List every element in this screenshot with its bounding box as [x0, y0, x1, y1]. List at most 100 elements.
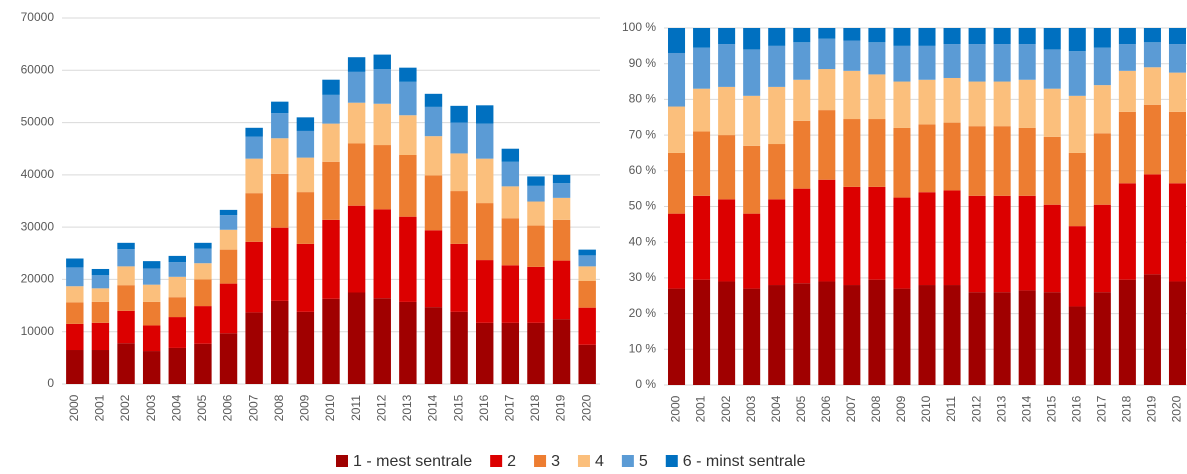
x-tick-label: 2020 — [579, 394, 593, 421]
bar-segment — [1118, 111, 1136, 184]
legend-label: 1 - mest sentrale — [353, 453, 472, 470]
bar-segment — [743, 288, 761, 385]
bar-segment — [793, 42, 811, 80]
x-tick-label: 2019 — [554, 394, 568, 421]
bar-segment — [818, 281, 836, 385]
bar-segment — [194, 306, 212, 344]
bar-segment — [868, 74, 886, 120]
bar-segment — [578, 307, 596, 345]
bar-segment — [718, 135, 736, 200]
x-tick-label: 2018 — [528, 394, 542, 421]
bar-segment — [373, 145, 391, 210]
bar-segment — [142, 261, 161, 269]
legend-label: 5 — [639, 453, 648, 470]
bar-segment — [843, 285, 861, 385]
bar-segment — [194, 242, 212, 249]
bar-segment — [347, 292, 366, 384]
x-tick-label: 2001 — [694, 395, 708, 422]
bar-segment — [450, 122, 468, 154]
x-tick-label: 2009 — [298, 394, 312, 421]
bar-segment — [117, 310, 135, 344]
bar-segment — [552, 183, 571, 198]
bar-segment — [1118, 70, 1136, 112]
bar-segment — [501, 148, 520, 162]
x-tick-label: 2013 — [400, 394, 414, 421]
bar-segment — [1168, 183, 1186, 282]
x-tick-label: 2017 — [503, 394, 517, 421]
bar-segment — [993, 292, 1011, 385]
bar-segment — [818, 69, 836, 111]
y-tick-label: 50000 — [21, 115, 55, 129]
bar-segment — [168, 347, 186, 384]
bar-segment — [793, 120, 811, 189]
bar-segment — [1093, 28, 1111, 48]
bar-segment — [768, 285, 786, 385]
bar-segment — [168, 317, 186, 348]
bar-segment — [373, 209, 391, 299]
y-tick-label: 30000 — [21, 219, 55, 233]
bar-segment — [578, 344, 596, 384]
x-tick-label: 2015 — [1044, 395, 1058, 422]
bar-segment — [793, 283, 811, 385]
bar-segment — [578, 266, 596, 281]
bar-segment — [868, 186, 886, 280]
bar-segment — [424, 230, 443, 308]
y-tick-label: 30 % — [629, 270, 657, 284]
bar-segment — [527, 176, 545, 186]
bar-segment — [194, 263, 212, 280]
bar-segment — [693, 88, 711, 132]
bar-segment — [793, 79, 811, 121]
bar-segment — [117, 285, 135, 311]
bar-segment — [476, 123, 494, 159]
bar-segment — [476, 203, 494, 261]
bar-segment — [968, 44, 986, 82]
bar-segment — [245, 158, 263, 194]
x-tick-label: 2008 — [272, 394, 286, 421]
bar-segment — [943, 285, 961, 385]
bar-segment — [91, 268, 110, 276]
bar-segment — [373, 103, 391, 146]
bar-segment — [1068, 226, 1086, 307]
bar-segment — [818, 179, 836, 282]
bar-segment — [993, 195, 1011, 293]
bar-segment — [578, 255, 596, 267]
bar-segment — [450, 311, 468, 384]
bar-segment — [1168, 72, 1186, 112]
bar-segment — [718, 281, 736, 385]
bar-segment — [743, 49, 761, 96]
bar-segment — [66, 286, 84, 303]
bar-segment — [843, 28, 861, 41]
bar-segment — [768, 86, 786, 145]
x-tick-label: 2004 — [769, 395, 783, 422]
bar-segment — [347, 205, 366, 293]
bar-segment — [1018, 290, 1036, 385]
bar-segment — [91, 288, 110, 302]
legend-label: 2 — [507, 453, 516, 470]
bar-segment — [552, 260, 571, 320]
bar-segment — [718, 28, 736, 45]
bar-segment — [843, 119, 861, 187]
bar-segment — [968, 195, 986, 293]
bar-segment — [1068, 152, 1086, 227]
bar-segment — [476, 158, 494, 204]
x-tick-label: 2012 — [969, 395, 983, 422]
bar-segment — [245, 136, 263, 159]
bar-segment — [693, 279, 711, 385]
bar-segment — [893, 81, 911, 128]
bar-segment — [578, 280, 596, 308]
bar-segment — [868, 279, 886, 385]
bar-segment — [168, 297, 186, 318]
bar-segment — [219, 283, 238, 334]
bar-segment — [91, 275, 110, 289]
y-tick-label: 70000 — [21, 10, 55, 24]
bar-segment — [868, 42, 886, 75]
bar-segment — [142, 284, 161, 302]
bar-segment — [893, 288, 911, 385]
bar-segment — [501, 265, 520, 323]
bar-segment — [743, 213, 761, 289]
y-tick-label: 10000 — [21, 324, 55, 338]
bar-segment — [296, 243, 315, 312]
bar-segment — [501, 186, 520, 219]
bar-segment — [1168, 281, 1186, 385]
bar-segment — [818, 38, 836, 70]
